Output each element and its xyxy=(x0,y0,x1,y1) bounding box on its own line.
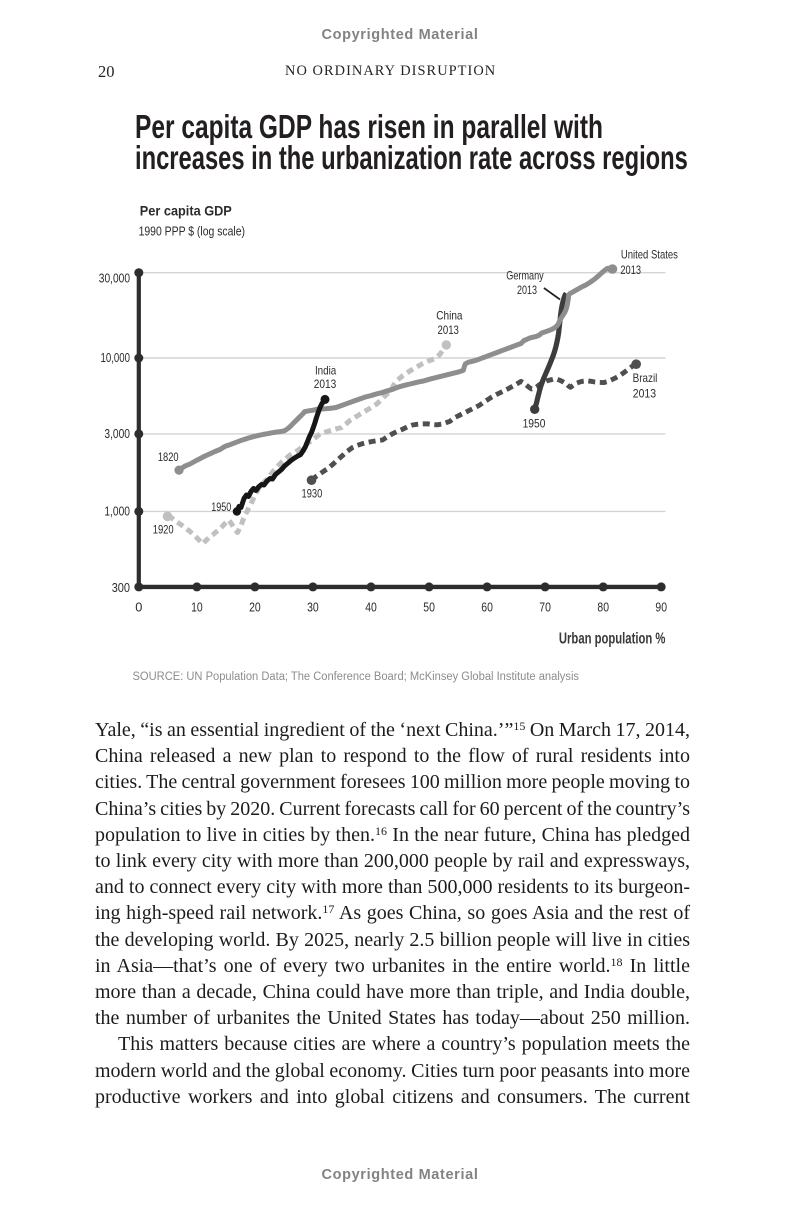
svg-text:1820: 1820 xyxy=(158,450,179,464)
svg-text:2013: 2013 xyxy=(517,283,537,297)
svg-text:50: 50 xyxy=(423,599,435,614)
svg-text:60: 60 xyxy=(481,599,493,614)
svg-text:1,000: 1,000 xyxy=(104,504,130,519)
svg-text:10,000: 10,000 xyxy=(101,350,131,365)
svg-text:1990 PPP $ (log scale): 1990 PPP $ (log scale) xyxy=(139,224,245,239)
svg-text:10: 10 xyxy=(191,599,203,614)
svg-text:2013: 2013 xyxy=(438,323,460,337)
svg-text:SOURCE: UN Population Data; Th: SOURCE: UN Population Data; The Conferen… xyxy=(133,671,580,683)
svg-text:3,000: 3,000 xyxy=(104,426,130,441)
svg-text:40: 40 xyxy=(365,599,377,614)
svg-text:0: 0 xyxy=(135,599,142,614)
svg-text:Per capita GDP: Per capita GDP xyxy=(140,202,232,218)
svg-text:2013: 2013 xyxy=(633,386,657,400)
svg-text:20: 20 xyxy=(249,599,261,614)
svg-text:300: 300 xyxy=(112,580,130,595)
svg-text:2013: 2013 xyxy=(620,263,641,277)
svg-text:30: 30 xyxy=(307,599,319,614)
svg-text:1930: 1930 xyxy=(302,486,323,500)
svg-text:China: China xyxy=(436,309,462,323)
svg-text:Urban population %: Urban population % xyxy=(559,631,666,648)
svg-text:70: 70 xyxy=(539,599,551,614)
svg-text:Germany: Germany xyxy=(506,268,544,282)
svg-text:Brazil: Brazil xyxy=(633,371,658,385)
svg-text:United States: United States xyxy=(621,248,678,262)
svg-text:1920: 1920 xyxy=(153,523,174,537)
svg-text:1950: 1950 xyxy=(211,500,231,514)
svg-text:1950: 1950 xyxy=(523,416,546,430)
svg-text:30,000: 30,000 xyxy=(99,271,130,286)
svg-text:2013: 2013 xyxy=(314,377,337,391)
svg-text:90: 90 xyxy=(655,599,667,614)
svg-text:India: India xyxy=(315,363,337,377)
svg-text:80: 80 xyxy=(597,599,609,614)
